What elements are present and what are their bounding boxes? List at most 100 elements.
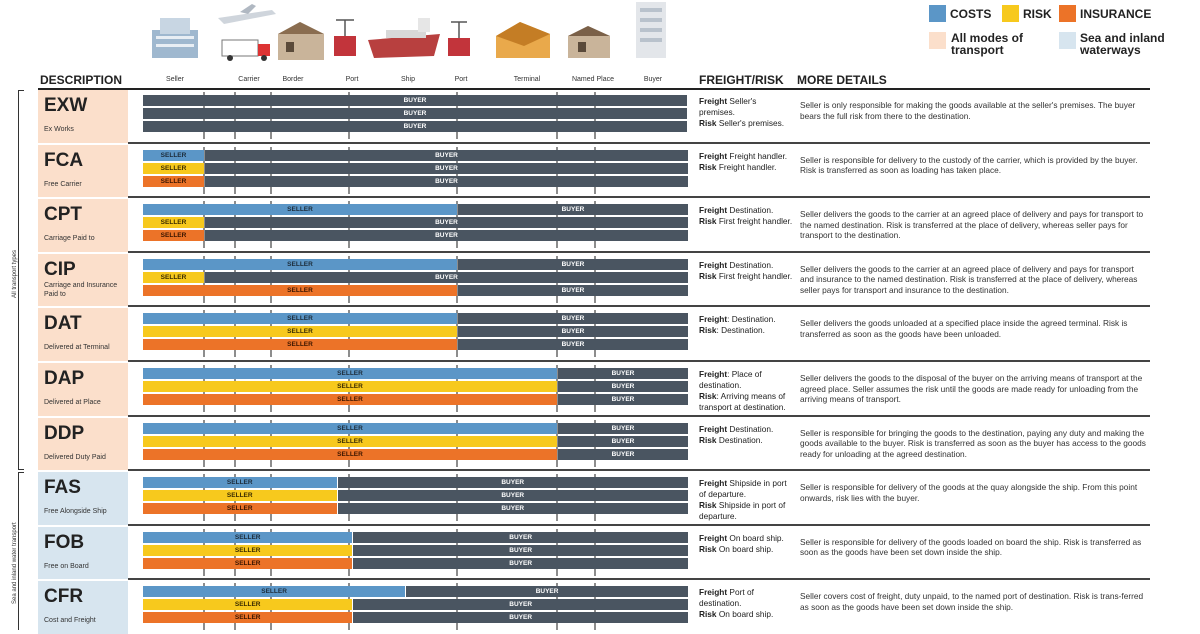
insurance-legend-swatch	[1059, 5, 1076, 22]
more-details-text: Seller is responsible for delivery of th…	[800, 482, 1138, 503]
term-name: Delivered Duty Paid	[44, 453, 106, 461]
costs-legend-label: COSTS	[950, 7, 992, 21]
port-container-icon-2	[448, 21, 470, 56]
insurance-buyer-bar: BUYER	[205, 230, 688, 242]
costs-buyer-bar: BUYER	[353, 531, 688, 543]
stage-label-seller: Seller	[166, 76, 184, 83]
risk-seller-bar: SELLER	[143, 381, 557, 392]
more-details-header: MORE DETAILS	[797, 73, 887, 87]
term-box: DAP Delivered at Place	[38, 363, 128, 416]
risk-seller-bar: SELLER	[143, 326, 457, 338]
term-row-cip: CIP Carriage and Insurance Paid to SELLER B…	[38, 253, 1150, 308]
sea-legend-label: Sea and inland waterways	[1080, 31, 1165, 57]
risk-buyer-bar: BUYER	[205, 162, 688, 174]
freight-risk-text: Freight: Destination. Risk: Destination.	[699, 314, 776, 336]
row-separator	[128, 578, 1150, 581]
ship-icon	[368, 18, 440, 58]
risk-seller-bar: SELLER	[143, 271, 204, 283]
all-types-bracket	[18, 90, 24, 470]
insurance-buyer-bar: BUYER	[143, 121, 687, 132]
costs-seller-bar: SELLER	[143, 204, 457, 216]
description-header: DESCRIPTION	[40, 73, 123, 87]
term-box: EXW Ex Works	[38, 90, 128, 143]
more-details-text: Seller delivers the goods unloaded at a …	[800, 318, 1128, 339]
insurance-seller-bar: SELLER	[143, 284, 457, 296]
sea-legend-swatch	[1059, 32, 1076, 49]
costs-seller-bar: SELLER	[143, 477, 337, 489]
term-row-dat: DAT Delivered at Terminal SELLER BUYER SELLE…	[38, 308, 1150, 362]
term-row-ddp: DDP Delivered Duty Paid SELLER BUYER SELLER B…	[38, 417, 1150, 472]
term-box: FAS Free Alongside Ship	[38, 472, 128, 525]
buyer-tower-icon	[636, 2, 666, 58]
stage-label-port: Port	[454, 76, 468, 83]
costs-legend-swatch	[929, 5, 946, 22]
all-types-side-label: All transport types	[12, 249, 18, 298]
costs-buyer-bar: BUYER	[458, 258, 688, 270]
term-code: FOB	[44, 531, 85, 553]
term-row-cfr: CFR Cost and Freight SELLER BUYER SELLER BUYE…	[38, 581, 1150, 634]
all-modes-legend-label: All modes of transport	[951, 31, 1024, 57]
border-building-icon	[278, 22, 324, 60]
stage-label-buyer: Buyer	[643, 76, 663, 83]
insurance-seller-bar: SELLER	[143, 230, 204, 242]
term-row-fob: FOB Free on Board SELLER BUYER SELLER BUYER SE…	[38, 526, 1150, 581]
costs-seller-bar: SELLER	[143, 422, 557, 434]
more-details-text: Seller delivers the goods to the carrier…	[800, 263, 1138, 295]
term-box: DDP Delivered Duty Paid	[38, 417, 128, 471]
term-row-dap: DAP Delivered at Place SELLER BUYER SELLER BU…	[38, 363, 1150, 417]
risk-buyer-bar: BUYER	[205, 217, 688, 229]
term-code: CFR	[44, 586, 84, 608]
risk-buyer-bar: BUYER	[353, 599, 688, 611]
more-details-text: Seller delivers the goods to the disposa…	[800, 373, 1143, 404]
row-separator	[128, 414, 1150, 417]
terminal-warehouse-icon	[496, 22, 550, 58]
header-rule	[38, 88, 1150, 90]
stage-label-terminal: Terminal	[513, 76, 541, 83]
costs-buyer-bar: BUYER	[458, 313, 688, 325]
transport-illustrations	[152, 2, 666, 61]
row-separator	[128, 523, 1150, 526]
row-separator	[128, 196, 1150, 199]
row-separator	[128, 305, 1150, 308]
sea-side-label: Sea and inland water transport	[12, 522, 18, 604]
insurance-seller-bar: SELLER	[143, 503, 337, 515]
freight-risk-header: FREIGHT/RISK	[699, 73, 784, 87]
insurance-seller-bar: SELLER	[143, 612, 353, 624]
more-details-text: Seller is responsible for delivery to th…	[800, 154, 1138, 176]
risk-legend-label: RISK	[1023, 7, 1052, 21]
port-container-icon	[334, 19, 356, 56]
term-box: CPT Carriage Paid to	[38, 199, 128, 252]
risk-buyer-bar: BUYER	[558, 435, 688, 447]
freight-risk-text: Freight: Place of destination. Risk: Arr…	[699, 369, 786, 412]
named-place-building-icon	[568, 26, 610, 58]
costs-seller-bar: SELLER	[143, 531, 353, 543]
more-details-text: Seller is responsible for bringing the g…	[800, 427, 1146, 459]
risk-buyer-bar: BUYER	[558, 381, 688, 392]
term-name: Delivered at Terminal	[44, 344, 110, 352]
stage-label-border: Border	[282, 76, 304, 83]
term-code: EXW	[44, 95, 88, 116]
freight-risk-text: Freight Freight handler. Risk Freight han…	[699, 150, 788, 172]
more-details-text: Seller covers cost of freight, duty unpa…	[800, 591, 1144, 612]
stage-divider	[556, 419, 558, 467]
all-modes-legend-swatch	[929, 32, 946, 49]
term-name: Carriage Paid to	[44, 235, 95, 243]
costs-buyer-bar: BUYER	[143, 95, 687, 106]
term-name: Delivered at Place	[44, 399, 101, 406]
row-separator	[128, 359, 1150, 362]
term-name: Free Alongside Ship	[44, 508, 107, 516]
stage-label-named-place: Named Place	[571, 76, 615, 83]
term-box: FCA Free Carrier	[38, 144, 128, 198]
term-row-exw: EXW Ex Works BUYER BUYER BUYER Freight Seller…	[38, 90, 1150, 144]
risk-buyer-bar: BUYER	[458, 326, 688, 338]
more-details-text: Seller is only responsible for making th…	[800, 100, 1136, 121]
insurance-seller-bar: SELLER	[143, 557, 353, 569]
insurance-buyer-bar: BUYER	[458, 284, 688, 296]
stage-divider	[203, 146, 205, 194]
insurance-seller-bar: SELLER	[143, 175, 204, 187]
airplane-truck-icon	[218, 4, 276, 61]
risk-seller-bar: SELLER	[143, 490, 337, 502]
risk-buyer-bar: BUYER	[337, 490, 688, 502]
insurance-legend-label: INSURANCE	[1080, 7, 1152, 21]
